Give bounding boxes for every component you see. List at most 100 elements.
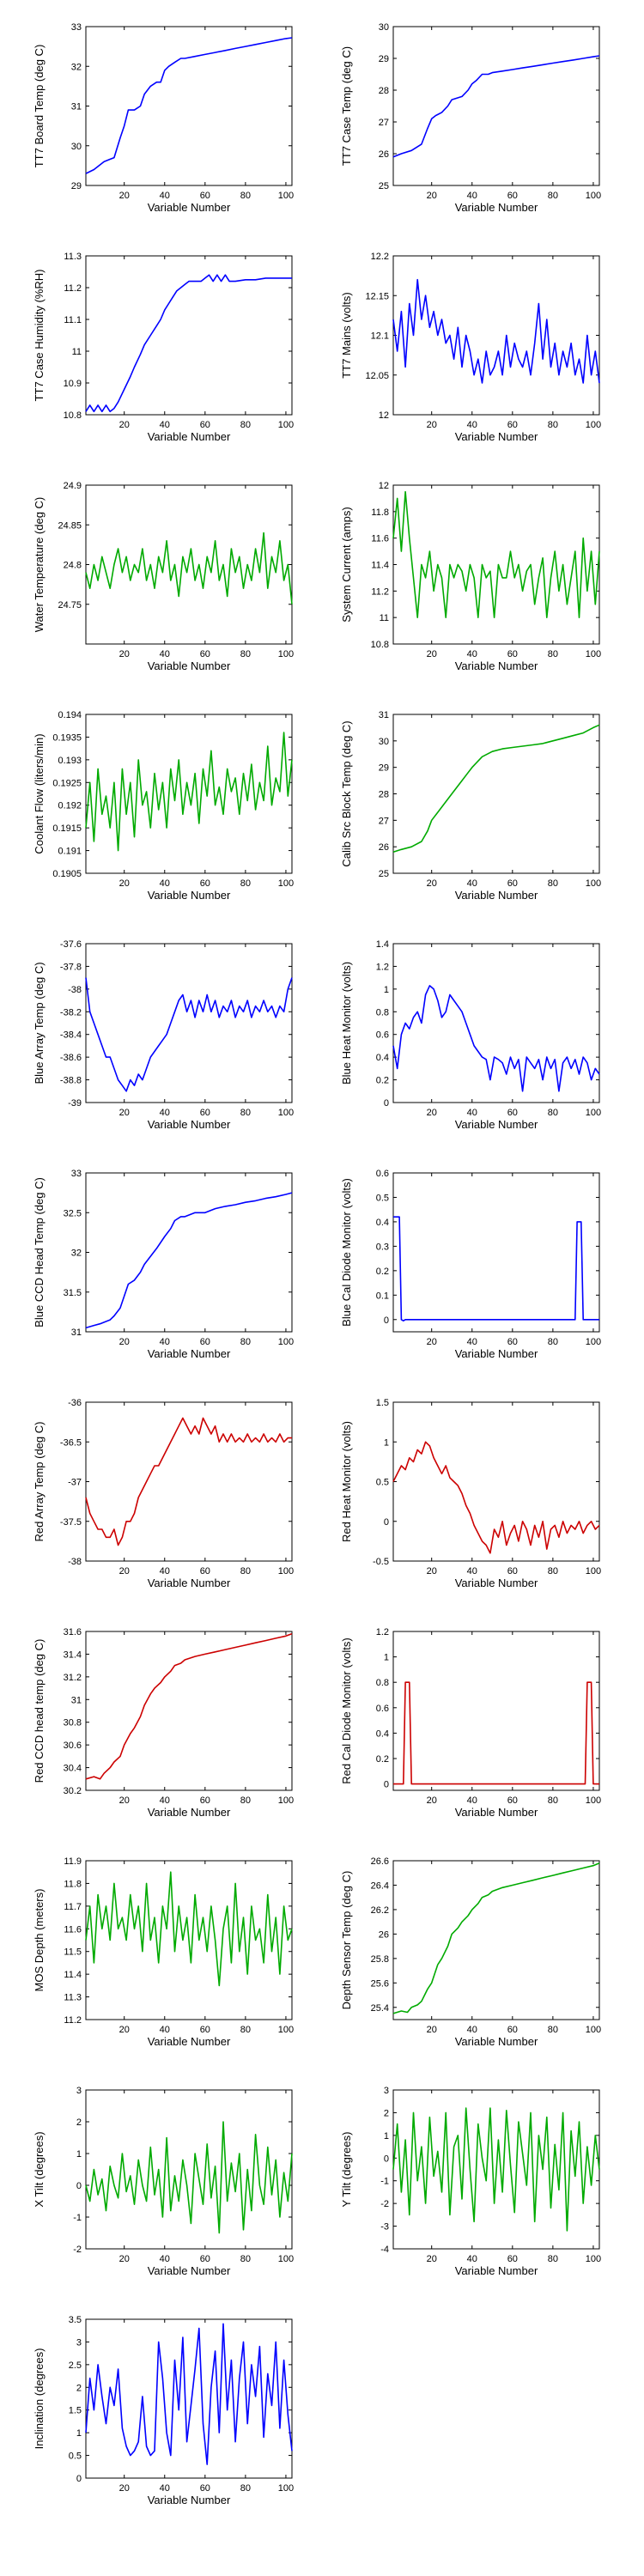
- series-line: [85, 1871, 293, 1987]
- y-tick-label: 30: [379, 22, 389, 33]
- y-tick-label: 11.4: [371, 561, 389, 571]
- y-tick-label: 1.5: [376, 1398, 389, 1408]
- y-tick-label: 12.1: [371, 331, 389, 342]
- y-tick-label: 12.15: [365, 291, 389, 301]
- y-tick-label: -1: [380, 2177, 389, 2187]
- plot-frame: [392, 943, 600, 1103]
- x-tick-label: 60: [507, 420, 518, 430]
- y-axis-label: Water Temperature (deg C): [33, 497, 46, 633]
- x-axis-label: Variable Number: [148, 1347, 231, 1360]
- chart-tt7_mains: 20 40 60 80 100 12 12.05 12.1 12.15 12.2 Variable …: [340, 252, 601, 443]
- x-tick-label: 80: [548, 1795, 558, 1806]
- y-tick-label: 11.9: [64, 1856, 82, 1867]
- x-tick-label: 100: [278, 420, 294, 430]
- plot-frame: [392, 26, 600, 186]
- x-axis-label: Variable Number: [455, 1806, 538, 1819]
- chart-tt7_case_temp: 20 40 60 80 100 25 26 27 28 29 30 Variable Number TT…: [340, 22, 601, 214]
- y-tick-label: 32: [71, 1249, 82, 1259]
- series-line: [85, 2323, 293, 2465]
- plot-frame: [392, 1631, 600, 1791]
- chart-blue_cal_diode: 20 40 60 80 100 0 0.1 0.2 0.3 0.4 0.5 0.6 Variable N…: [340, 1169, 601, 1360]
- x-axis-label: Variable Number: [455, 1118, 538, 1131]
- x-tick-label: 60: [507, 1108, 518, 1118]
- y-tick-label: 1: [76, 2149, 82, 2160]
- x-tick-label: 20: [119, 191, 130, 201]
- y-tick-label: 25: [379, 181, 389, 191]
- y-tick-label: 2: [384, 2108, 389, 2118]
- y-tick-label: -38.2: [60, 1007, 82, 1018]
- x-tick-label: 40: [160, 420, 170, 430]
- y-tick-label: -0.5: [373, 1557, 389, 1567]
- y-tick-label: 11: [72, 347, 82, 357]
- x-tick-label: 100: [586, 1108, 601, 1118]
- x-tick-label: 100: [278, 649, 294, 659]
- x-tick-label: 80: [548, 2025, 558, 2035]
- y-tick-label: 1.4: [376, 939, 389, 950]
- x-tick-label: 80: [240, 1108, 251, 1118]
- y-tick-label: -38.6: [60, 1053, 82, 1063]
- y-tick-label: -37.5: [60, 1517, 82, 1528]
- x-tick-label: 40: [160, 878, 170, 889]
- y-tick-label: 26.6: [371, 1856, 389, 1867]
- x-tick-label: 80: [240, 1337, 251, 1347]
- y-axis-label: X Tilt (degrees): [33, 2131, 46, 2207]
- y-tick-label: 31.4: [64, 1649, 82, 1660]
- x-tick-label: 40: [467, 649, 477, 659]
- y-tick-label: 12: [379, 481, 389, 491]
- x-tick-label: 20: [119, 1566, 130, 1577]
- y-tick-label: -1: [73, 2213, 82, 2223]
- x-tick-label: 80: [240, 2483, 251, 2494]
- x-tick-label: 60: [200, 191, 210, 201]
- y-tick-label: 0.1935: [52, 732, 82, 743]
- x-tick-label: 100: [586, 420, 601, 430]
- x-axis-label: Variable Number: [148, 889, 231, 902]
- x-tick-label: 40: [467, 420, 477, 430]
- y-tick-label: 11.5: [64, 1947, 82, 1958]
- x-tick-label: 60: [200, 2483, 210, 2494]
- series-line: [392, 490, 600, 619]
- x-tick-label: 40: [160, 2254, 170, 2264]
- y-tick-label: 0: [384, 1780, 389, 1790]
- chart-red_heat_monitor: 20 40 60 80 100 -0.5 0 0.5 1 1.5 Variable Number Re…: [340, 1398, 601, 1589]
- y-axis-label: Y Tilt (degrees): [340, 2132, 353, 2208]
- y-tick-label: 30: [379, 737, 389, 747]
- y-tick-label: 0.3: [376, 1242, 389, 1252]
- y-tick-label: 2.5: [69, 2360, 82, 2371]
- y-tick-label: -4: [380, 2245, 389, 2255]
- y-axis-label: MOS Depth (meters): [33, 1889, 46, 1992]
- plot-frame: [392, 1401, 600, 1562]
- y-tick-label: 11.2: [64, 283, 82, 294]
- y-tick-label: 0.4: [376, 1728, 389, 1739]
- y-tick-label: 3: [76, 2337, 82, 2348]
- y-tick-label: 11.8: [371, 507, 389, 518]
- x-tick-label: 20: [119, 1108, 130, 1118]
- y-axis-label: Blue Array Temp (deg C): [33, 962, 46, 1084]
- y-tick-label: -38.4: [60, 1030, 82, 1041]
- x-tick-label: 40: [160, 1566, 170, 1577]
- y-tick-label: -2: [380, 2199, 389, 2209]
- y-tick-label: -38: [68, 985, 82, 995]
- y-tick-label: 3.5: [69, 2315, 82, 2325]
- y-tick-label: 27: [379, 816, 389, 826]
- y-tick-label: 10.8: [371, 640, 389, 650]
- y-tick-label: 29: [379, 763, 389, 774]
- y-tick-label: 24.9: [64, 481, 82, 491]
- y-tick-label: 3: [76, 2086, 82, 2096]
- y-tick-label: 11.7: [64, 1902, 82, 1912]
- y-tick-label: -38.8: [60, 1076, 82, 1086]
- series-line: [85, 1192, 293, 1329]
- x-tick-label: 80: [240, 649, 251, 659]
- x-tick-label: 100: [586, 649, 601, 659]
- x-tick-label: 80: [548, 1566, 558, 1577]
- y-tick-label: 29: [71, 181, 82, 191]
- series-line: [85, 732, 293, 852]
- y-axis-label: Calib Src Block Temp (deg C): [340, 720, 353, 866]
- chart-calib_src_block: 20 40 60 80 100 25 26 27 28 29 30 31 Variable Number…: [340, 710, 601, 902]
- chart-coolant_flow: 20 40 60 80 100 0.1905 0.191 0.1915 0.192 0.1925 0…: [33, 710, 294, 902]
- y-tick-label: 30.2: [64, 1786, 82, 1796]
- y-tick-label: 0.1905: [52, 869, 82, 879]
- y-tick-label: 2: [76, 2383, 82, 2393]
- x-tick-label: 60: [200, 878, 210, 889]
- series-line: [393, 1216, 599, 1321]
